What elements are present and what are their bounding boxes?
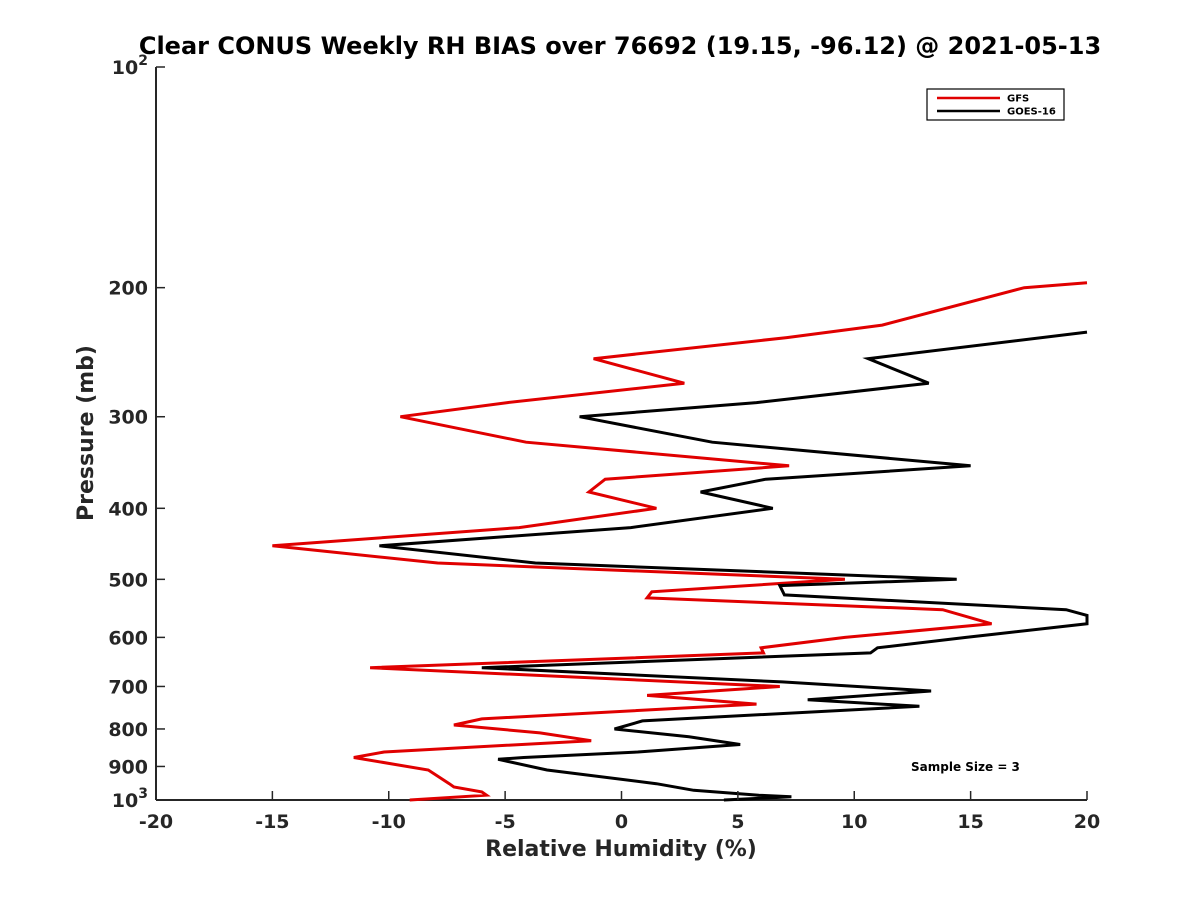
x-tick-label: 10	[841, 811, 867, 833]
y-tick-label: 300	[108, 407, 148, 429]
y-axis-label: Pressure (mb)	[74, 345, 99, 521]
y-ticks: 200 300 400 500 600 700 800 900 102 103	[108, 53, 165, 812]
y-tick-label-power: 103	[112, 786, 148, 812]
y-tick-label: 700	[108, 676, 148, 698]
y-tick-label: 800	[108, 719, 148, 741]
x-tick-label: -15	[255, 811, 289, 833]
y-tick-label: 200	[108, 278, 148, 300]
x-tick-label: 20	[1074, 811, 1100, 833]
x-tick-label: -5	[495, 811, 516, 833]
series-layer	[272, 281, 1089, 802]
chart-title: Clear CONUS Weekly RH BIAS over 76692 (1…	[139, 32, 1101, 60]
y-tick-label-power: 102	[112, 53, 148, 79]
series-line-goes16	[379, 330, 1089, 802]
legend-label-gfs: GFS	[1007, 94, 1029, 105]
x-tick-label: 5	[731, 811, 744, 833]
legend-box	[926, 88, 1065, 121]
plot-area: -20 -15 -10 -5 0 5 10 15 20 200 300 400 500 600 700 80…	[108, 53, 1100, 833]
legend: GFS GOES-16	[926, 88, 1065, 121]
y-tick-label: 900	[108, 756, 148, 778]
y-tick-label: 400	[108, 498, 148, 520]
x-tick-label: 0	[615, 811, 628, 833]
x-tick-label: -20	[139, 811, 173, 833]
y-tick-label: 500	[108, 569, 148, 591]
legend-label-goes16: GOES-16	[1007, 107, 1056, 118]
x-tick-label: -10	[372, 811, 406, 833]
x-tick-label: 15	[957, 811, 983, 833]
sample-size-annotation: Sample Size = 3	[911, 760, 1020, 774]
series-line-gfs	[272, 281, 1088, 802]
y-tick-label: 600	[108, 627, 148, 649]
x-ticks: -20 -15 -10 -5 0 5 10 15 20	[139, 791, 1100, 833]
x-axis-label: Relative Humidity (%)	[485, 837, 757, 862]
